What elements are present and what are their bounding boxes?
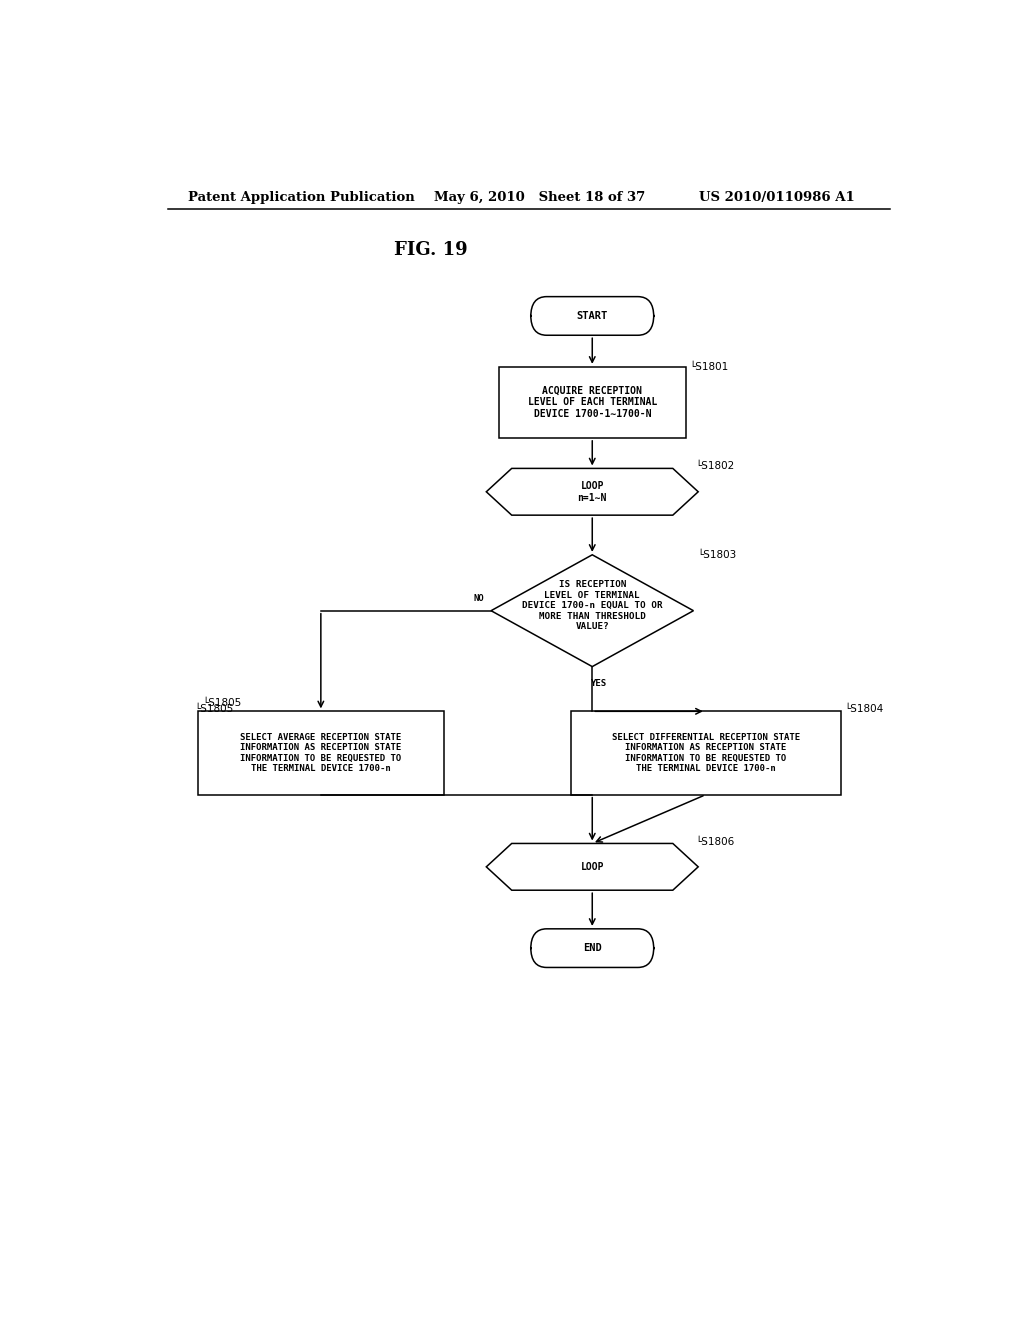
Text: SELECT AVERAGE RECEPTION STATE
INFORMATION AS RECEPTION STATE
INFORMATION TO BE : SELECT AVERAGE RECEPTION STATE INFORMATI…	[241, 733, 401, 774]
FancyBboxPatch shape	[530, 297, 653, 335]
Text: └S1806: └S1806	[695, 837, 734, 846]
Polygon shape	[492, 554, 693, 667]
Bar	[499, 367, 685, 438]
Bar	[198, 711, 443, 795]
Polygon shape	[486, 843, 698, 890]
Text: NO: NO	[474, 594, 484, 602]
Text: └S1803: └S1803	[697, 550, 736, 560]
Text: ACQUIRE RECEPTION
LEVEL OF EACH TERMINAL
DEVICE 1700-1∼1700-N: ACQUIRE RECEPTION LEVEL OF EACH TERMINAL…	[527, 385, 656, 418]
Text: START: START	[577, 312, 608, 321]
Text: US 2010/0110986 A1: US 2010/0110986 A1	[699, 190, 855, 203]
Text: LOOP: LOOP	[581, 862, 604, 871]
FancyBboxPatch shape	[530, 929, 653, 968]
Text: May 6, 2010   Sheet 18 of 37: May 6, 2010 Sheet 18 of 37	[433, 190, 645, 203]
Text: └S1804: └S1804	[845, 705, 884, 714]
Text: IS RECEPTION
LEVEL OF TERMINAL
DEVICE 1700-n EQUAL TO OR
MORE THAN THRESHOLD
VAL: IS RECEPTION LEVEL OF TERMINAL DEVICE 17…	[522, 581, 663, 631]
Bar	[570, 711, 841, 795]
Text: YES: YES	[590, 678, 606, 688]
Text: └S1802: └S1802	[695, 462, 734, 471]
Text: Patent Application Publication: Patent Application Publication	[187, 190, 415, 203]
Polygon shape	[486, 469, 698, 515]
Text: END: END	[583, 944, 602, 953]
Text: FIG. 19: FIG. 19	[394, 240, 468, 259]
Text: └S1805: └S1805	[202, 698, 241, 709]
Text: LOOP
n=1∼N: LOOP n=1∼N	[578, 480, 607, 503]
Text: └S1805: └S1805	[194, 705, 233, 714]
Text: SELECT DIFFERENTIAL RECEPTION STATE
INFORMATION AS RECEPTION STATE
INFORMATION T: SELECT DIFFERENTIAL RECEPTION STATE INFO…	[611, 733, 800, 774]
Text: └S1801: └S1801	[689, 362, 729, 372]
